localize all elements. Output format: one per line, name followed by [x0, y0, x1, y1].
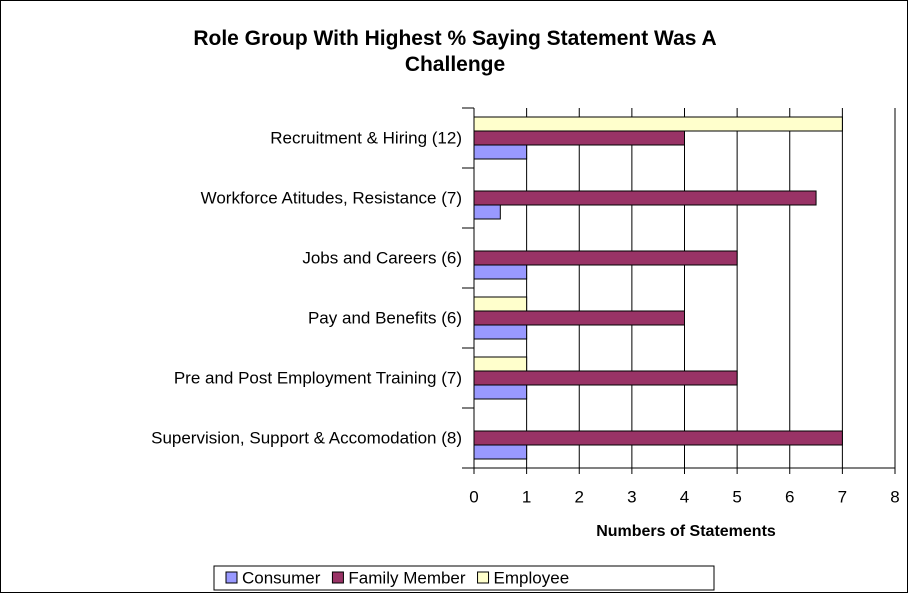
x-tick-label: 6 [785, 487, 794, 506]
legend-swatch [225, 571, 238, 584]
x-tick-label: 1 [522, 487, 531, 506]
x-tick-label: 7 [838, 487, 847, 506]
x-tick-label: 8 [890, 487, 899, 506]
y-tick-label: Recruitment & Hiring (12) [270, 128, 462, 148]
x-tick-label: 0 [469, 487, 478, 506]
bar [473, 144, 528, 160]
bar [473, 264, 528, 280]
bar [473, 430, 843, 446]
legend-label: Consumer [242, 568, 321, 587]
legend-box [213, 565, 715, 591]
bar [473, 444, 528, 460]
chart-title: Role Group With Highest % Saying Stateme… [193, 27, 717, 76]
x-axis-title: Numbers of Statements [596, 523, 776, 540]
bar [473, 370, 738, 386]
y-tick-label: Pay and Benefits (6) [307, 308, 462, 328]
bar [473, 356, 528, 372]
bar [473, 130, 685, 146]
legend-swatch [477, 571, 490, 584]
y-tick-label: Pre and Post Employment Training (7) [173, 368, 462, 388]
x-tick-label: 5 [732, 487, 741, 506]
bar [473, 250, 738, 266]
bar [473, 204, 501, 220]
bar [473, 310, 685, 326]
legend-swatch [331, 571, 344, 584]
y-tick-label: Supervision, Support & Accomodation (8) [151, 428, 462, 448]
legend-label: Family Member [348, 568, 465, 587]
bar [473, 384, 528, 400]
y-tick-label: Jobs and Careers (6) [302, 248, 462, 268]
x-tick-label: 4 [680, 487, 689, 506]
bar [473, 296, 528, 312]
legend-label: Employee [494, 568, 570, 587]
bar [473, 116, 843, 132]
x-tick-label: 2 [575, 487, 584, 506]
x-tick-label: 3 [627, 487, 636, 506]
bar [473, 190, 817, 206]
y-tick-label: Workforce Atitudes, Resistance (7) [200, 188, 462, 208]
bar [473, 324, 528, 340]
